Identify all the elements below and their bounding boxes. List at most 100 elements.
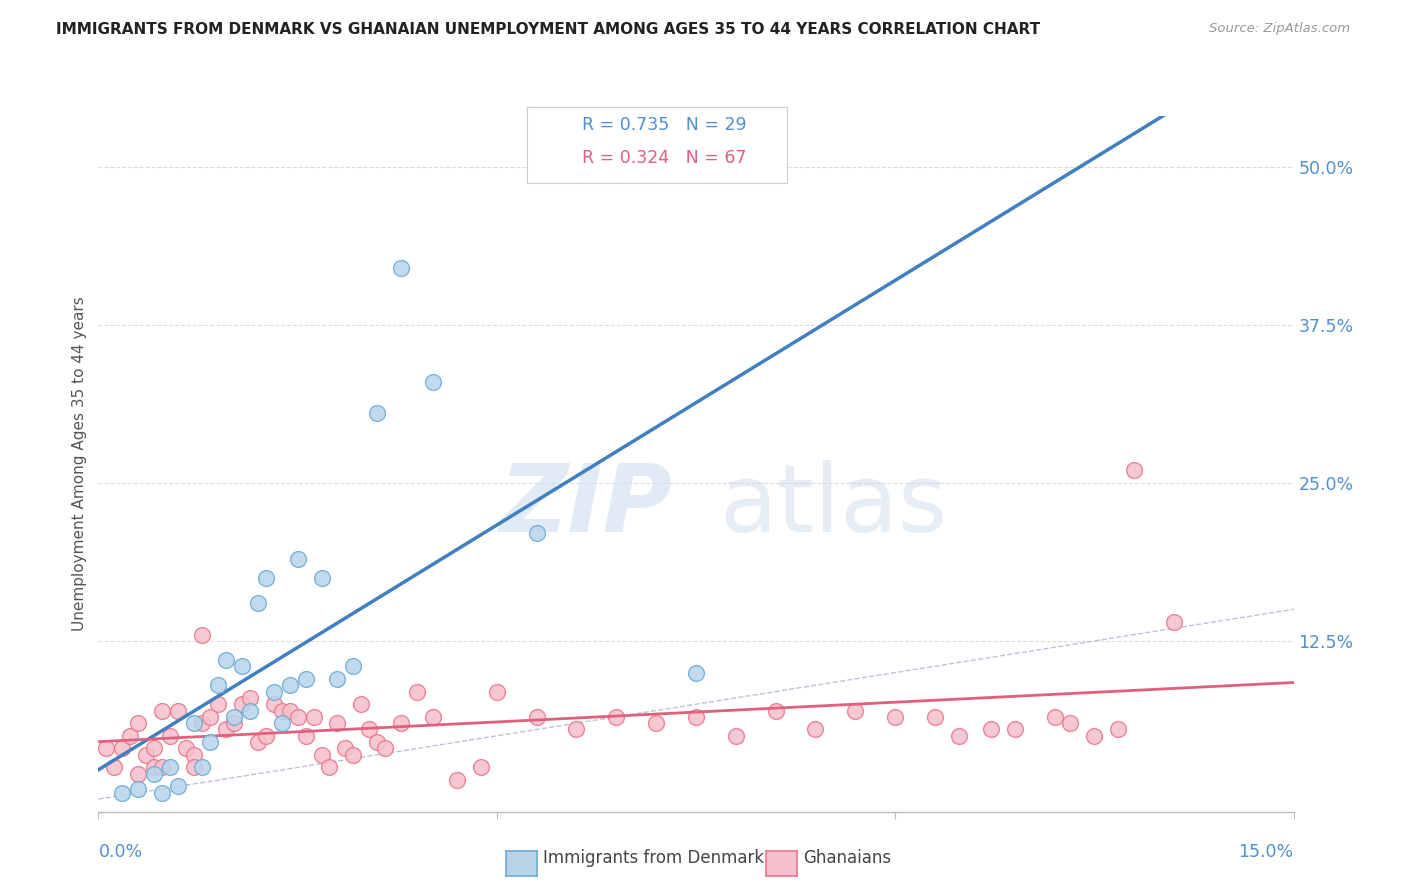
Point — [884, 710, 907, 724]
Point — [207, 678, 229, 692]
Point — [1123, 463, 1146, 477]
Point — [359, 723, 381, 737]
Point — [685, 710, 707, 724]
Point — [278, 678, 301, 692]
Point — [294, 729, 316, 743]
Point — [685, 665, 707, 680]
Point — [183, 747, 205, 762]
Point — [96, 741, 118, 756]
Point — [270, 704, 292, 718]
Point — [183, 760, 205, 774]
Point — [804, 723, 827, 737]
Point — [844, 704, 866, 718]
Text: R = 0.324   N = 67: R = 0.324 N = 67 — [582, 149, 747, 167]
Point — [485, 684, 508, 698]
Point — [143, 766, 166, 780]
Point — [239, 690, 262, 705]
Point — [311, 571, 333, 585]
Point — [326, 672, 349, 686]
Point — [263, 684, 285, 698]
Point — [198, 710, 221, 724]
Point — [127, 781, 149, 796]
Point — [159, 729, 181, 743]
Point — [167, 780, 190, 794]
Point — [167, 704, 190, 718]
Point — [127, 716, 149, 731]
Point — [111, 786, 134, 800]
Point — [231, 697, 253, 711]
Point — [335, 741, 357, 756]
Point — [980, 723, 1002, 737]
Point — [287, 710, 309, 724]
Text: Source: ZipAtlas.com: Source: ZipAtlas.com — [1209, 22, 1350, 36]
Point — [526, 526, 548, 541]
Point — [254, 571, 277, 585]
Point — [446, 773, 468, 788]
Point — [215, 723, 238, 737]
Text: Ghanaians: Ghanaians — [803, 849, 891, 867]
Point — [374, 741, 396, 756]
Text: 15.0%: 15.0% — [1239, 843, 1294, 861]
Point — [1043, 710, 1066, 724]
Point — [526, 710, 548, 724]
Point — [389, 260, 412, 275]
Y-axis label: Unemployment Among Ages 35 to 44 years: Unemployment Among Ages 35 to 44 years — [72, 296, 87, 632]
Point — [150, 760, 173, 774]
Point — [366, 406, 388, 420]
Point — [191, 760, 214, 774]
Point — [406, 684, 429, 698]
Point — [924, 710, 946, 724]
Point — [422, 375, 444, 389]
Point — [239, 704, 262, 718]
Point — [342, 659, 364, 673]
Point — [287, 551, 309, 566]
Point — [311, 747, 333, 762]
Point — [150, 786, 173, 800]
Point — [350, 697, 373, 711]
Text: Immigrants from Denmark: Immigrants from Denmark — [543, 849, 763, 867]
Point — [948, 729, 970, 743]
Point — [645, 716, 668, 731]
Point — [246, 735, 269, 749]
Point — [1107, 723, 1129, 737]
Point — [222, 710, 245, 724]
Text: atlas: atlas — [720, 459, 948, 551]
Point — [143, 741, 166, 756]
Point — [302, 710, 325, 724]
Point — [127, 766, 149, 780]
Point — [565, 723, 588, 737]
Point — [174, 741, 197, 756]
Point — [389, 716, 412, 731]
Point — [342, 747, 364, 762]
Point — [191, 716, 214, 731]
Point — [470, 760, 492, 774]
Point — [215, 653, 238, 667]
Point — [191, 627, 214, 641]
Point — [254, 729, 277, 743]
Point — [222, 716, 245, 731]
Point — [143, 760, 166, 774]
Point — [1083, 729, 1105, 743]
Point — [111, 741, 134, 756]
Point — [294, 672, 316, 686]
Text: 0.0%: 0.0% — [98, 843, 142, 861]
Point — [1163, 615, 1185, 629]
Point — [150, 704, 173, 718]
Point — [318, 760, 340, 774]
Point — [422, 710, 444, 724]
Text: ZIP: ZIP — [499, 459, 672, 551]
Point — [278, 704, 301, 718]
Point — [159, 760, 181, 774]
Point — [605, 710, 627, 724]
Point — [183, 716, 205, 731]
Point — [246, 596, 269, 610]
Point — [326, 716, 349, 731]
Text: R = 0.735   N = 29: R = 0.735 N = 29 — [582, 116, 747, 134]
Point — [103, 760, 125, 774]
Point — [135, 747, 157, 762]
Point — [207, 697, 229, 711]
Point — [231, 659, 253, 673]
Text: IMMIGRANTS FROM DENMARK VS GHANAIAN UNEMPLOYMENT AMONG AGES 35 TO 44 YEARS CORRE: IMMIGRANTS FROM DENMARK VS GHANAIAN UNEM… — [56, 22, 1040, 37]
Point — [263, 697, 285, 711]
Point — [120, 729, 142, 743]
